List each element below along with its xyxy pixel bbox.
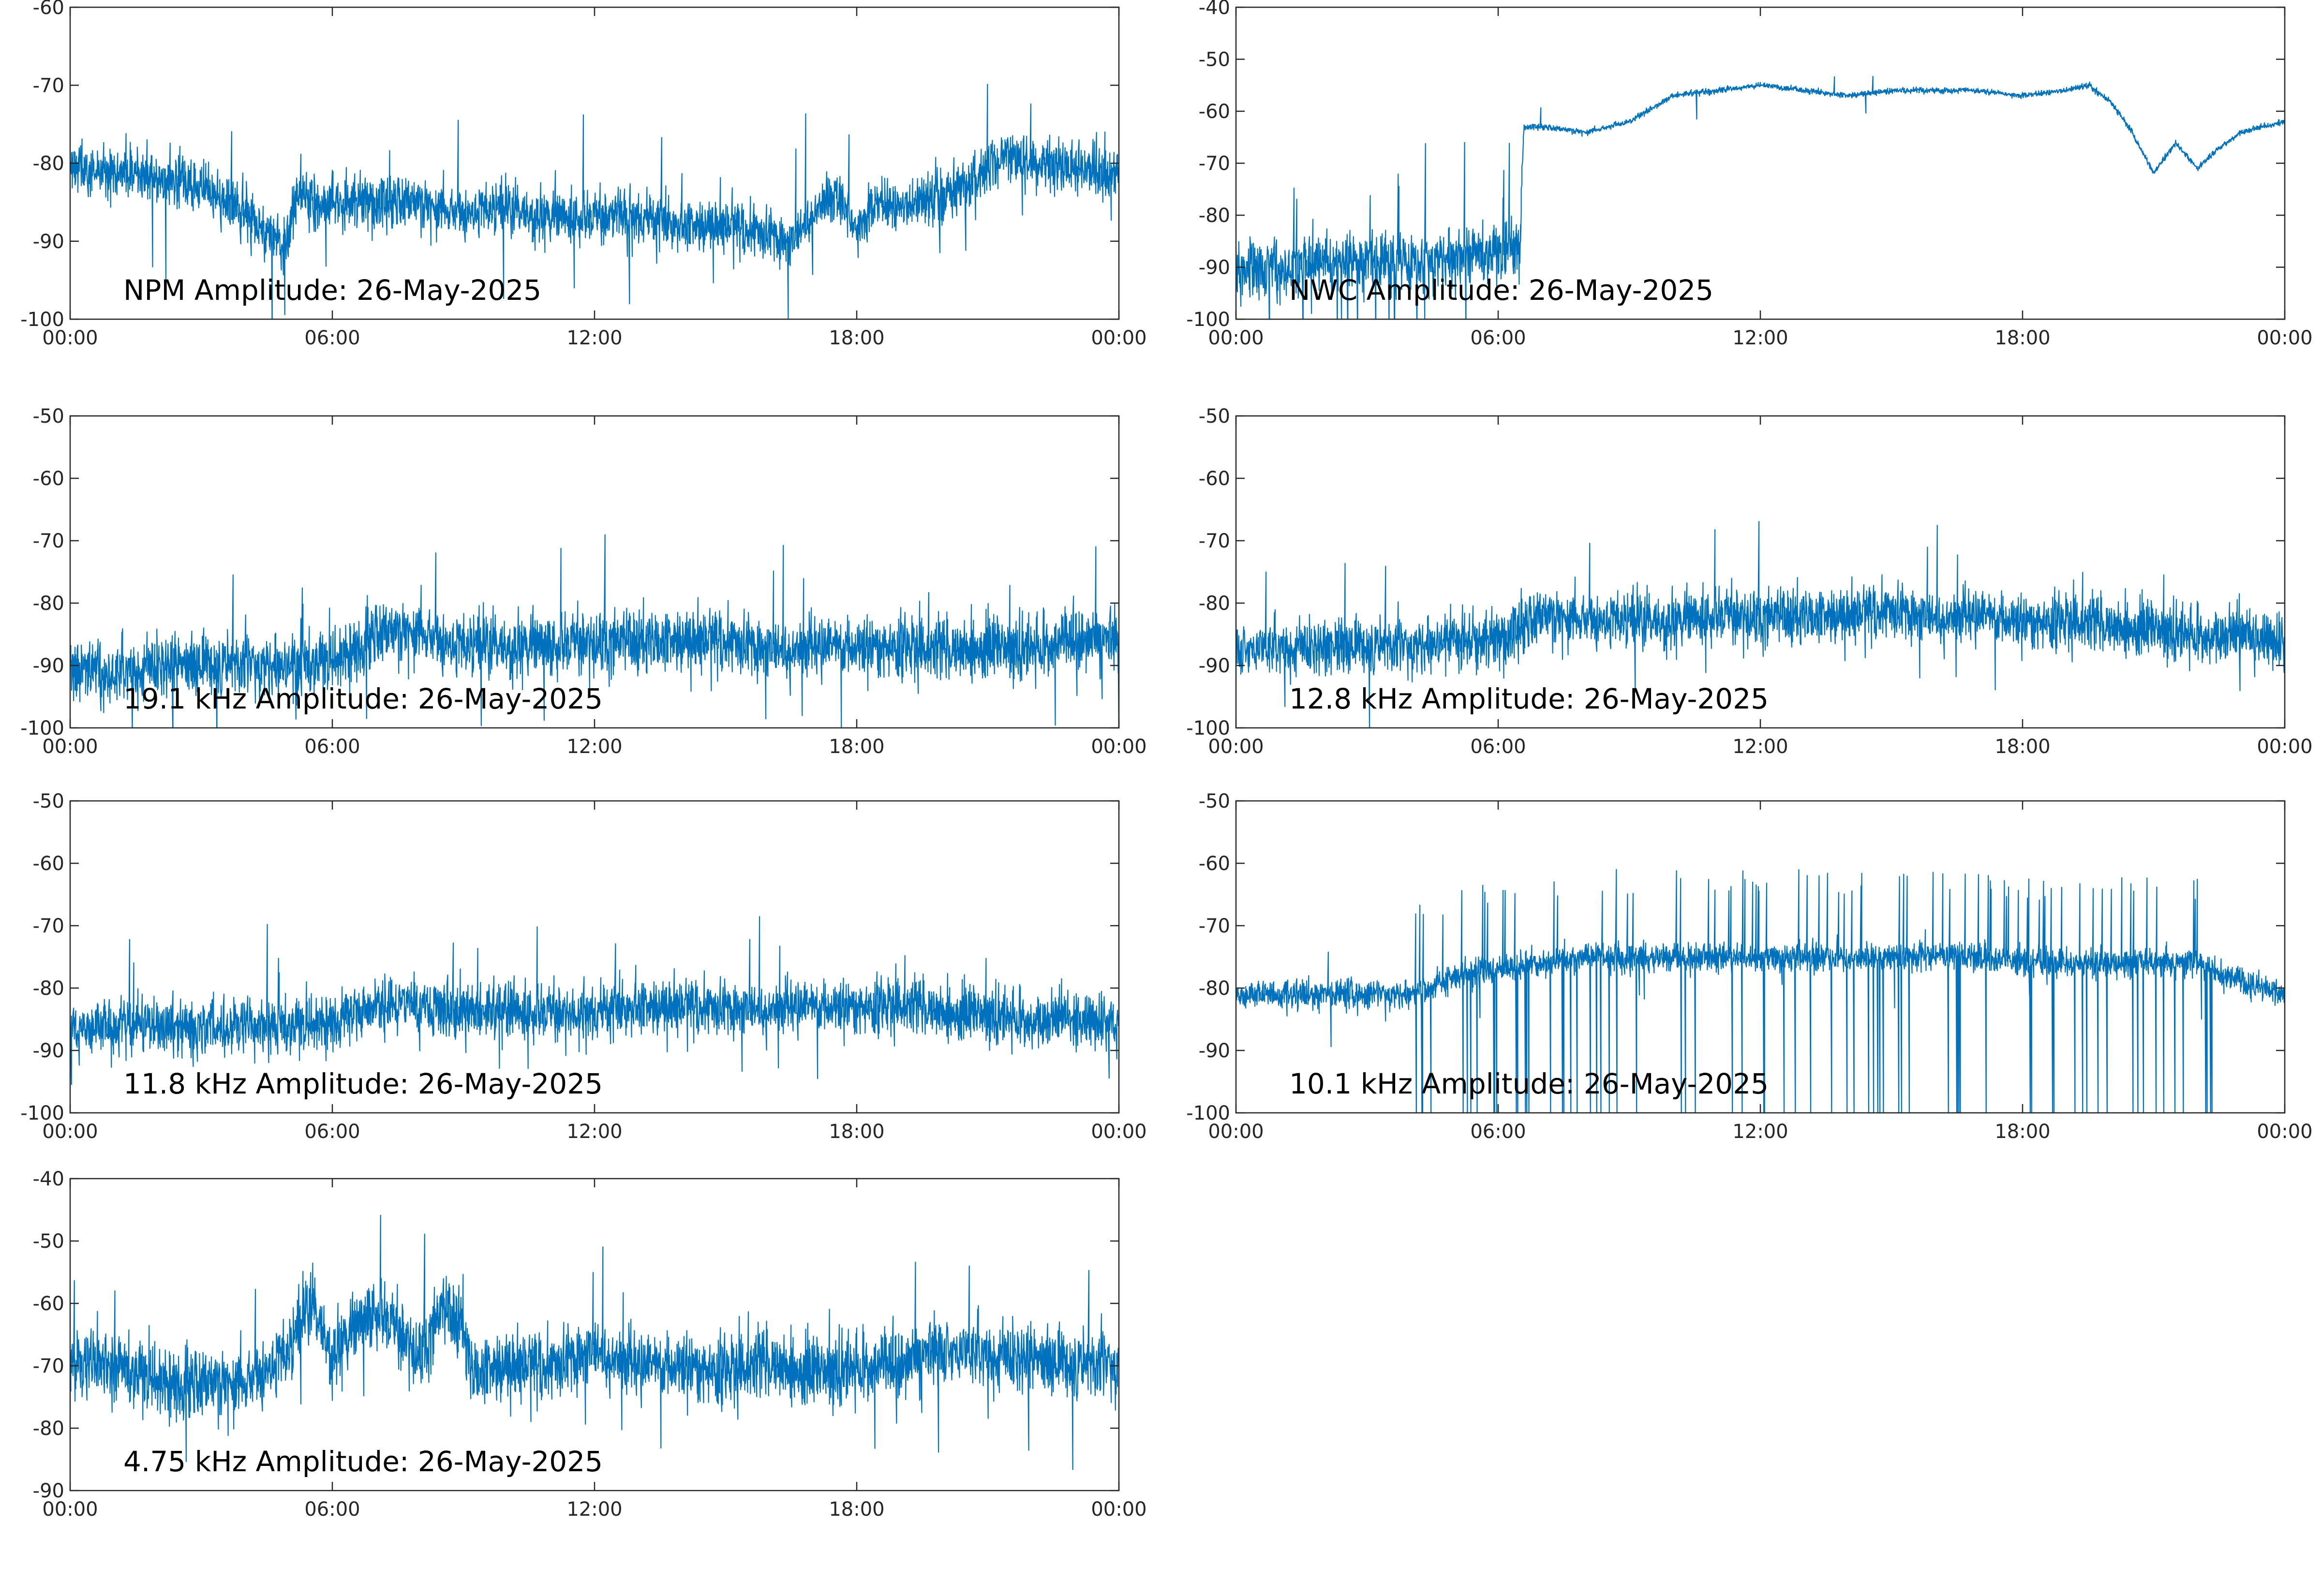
x-tick-label: 06:00	[304, 736, 360, 758]
y-tick-label: -100	[20, 717, 64, 739]
x-tick-label: 06:00	[304, 1498, 360, 1521]
x-tick-label: 18:00	[1995, 736, 2050, 758]
y-tick-label: -90	[33, 231, 64, 253]
x-tick-label: 00:00	[42, 327, 98, 349]
y-tick-label: -70	[33, 915, 64, 937]
chart-title: 11.8 kHz Amplitude: 26-May-2025	[123, 1067, 603, 1100]
data-series-line	[1236, 75, 2285, 319]
chart-title: 19.1 kHz Amplitude: 26-May-2025	[123, 682, 603, 715]
y-tick-label: -90	[33, 655, 64, 677]
x-tick-label: 06:00	[1470, 1121, 1526, 1143]
y-tick-label: -80	[33, 977, 64, 1000]
y-tick-label: -90	[33, 1040, 64, 1062]
x-tick-label: 06:00	[1470, 736, 1526, 758]
y-tick-label: -80	[33, 1418, 64, 1440]
x-tick-label: 00:00	[1091, 327, 1146, 349]
y-tick-label: -60	[33, 1293, 64, 1315]
y-tick-label: -60	[33, 0, 64, 19]
x-tick-label: 12:00	[566, 736, 622, 758]
y-tick-label: -60	[1199, 468, 1230, 490]
x-tick-label: 06:00	[1470, 327, 1526, 349]
y-tick-label: -60	[1199, 101, 1230, 123]
data-series-line	[70, 84, 1119, 319]
x-tick-label: 12:00	[1732, 1121, 1788, 1143]
y-tick-label: -100	[20, 309, 64, 331]
y-tick-label: -70	[33, 530, 64, 552]
y-tick-label: -70	[33, 74, 64, 97]
x-tick-label: 00:00	[1208, 327, 1264, 349]
y-tick-label: -50	[33, 1230, 64, 1253]
x-tick-label: 00:00	[1208, 1121, 1264, 1143]
y-tick-label: -40	[1199, 0, 1230, 19]
y-tick-label: -100	[20, 1102, 64, 1124]
y-tick-label: -70	[33, 1355, 64, 1377]
y-tick-label: -50	[1199, 405, 1230, 428]
y-tick-label: -60	[33, 853, 64, 875]
x-tick-label: 00:00	[1091, 1498, 1146, 1521]
x-tick-label: 12:00	[566, 1498, 622, 1521]
x-tick-label: 18:00	[1995, 327, 2050, 349]
x-tick-label: 12:00	[1732, 736, 1788, 758]
y-tick-label: -90	[1199, 655, 1230, 677]
data-series-line	[70, 534, 1119, 728]
x-tick-label: 06:00	[304, 327, 360, 349]
chart-title: NPM Amplitude: 26-May-2025	[123, 274, 541, 307]
y-tick-label: -70	[1199, 915, 1230, 937]
y-tick-label: -90	[1199, 257, 1230, 279]
data-series-line	[70, 916, 1119, 1085]
x-tick-label: 00:00	[2257, 1121, 2312, 1143]
y-tick-label: -60	[33, 468, 64, 490]
x-tick-label: 18:00	[829, 736, 884, 758]
x-tick-label: 06:00	[304, 1121, 360, 1143]
chart-title: NWC Amplitude: 26-May-2025	[1289, 274, 1713, 307]
y-tick-label: -100	[1186, 1102, 1230, 1124]
x-tick-label: 18:00	[829, 327, 884, 349]
y-tick-label: -90	[1199, 1040, 1230, 1062]
chart-title: 4.75 kHz Amplitude: 26-May-2025	[123, 1445, 603, 1478]
y-tick-label: -80	[1199, 977, 1230, 1000]
y-tick-label: -70	[1199, 530, 1230, 552]
chart-title: 10.1 kHz Amplitude: 26-May-2025	[1289, 1067, 1769, 1100]
y-tick-label: -80	[33, 153, 64, 175]
y-tick-label: -100	[1186, 309, 1230, 331]
x-tick-label: 12:00	[1732, 327, 1788, 349]
x-tick-label: 12:00	[566, 327, 622, 349]
y-tick-label: -100	[1186, 717, 1230, 739]
y-tick-label: -50	[33, 790, 64, 813]
x-tick-label: 00:00	[42, 736, 98, 758]
y-tick-label: -50	[1199, 49, 1230, 71]
data-series-line	[1236, 521, 2285, 728]
x-tick-label: 18:00	[1995, 1121, 2050, 1143]
y-tick-label: -60	[1199, 853, 1230, 875]
y-tick-label: -70	[1199, 153, 1230, 175]
x-tick-label: 00:00	[2257, 736, 2312, 758]
y-tick-label: -80	[1199, 592, 1230, 615]
x-tick-label: 00:00	[1208, 736, 1264, 758]
y-tick-label: -90	[33, 1480, 64, 1502]
x-tick-label: 00:00	[2257, 327, 2312, 349]
x-tick-label: 00:00	[42, 1498, 98, 1521]
chart-title: 12.8 kHz Amplitude: 26-May-2025	[1289, 682, 1769, 715]
x-tick-label: 18:00	[829, 1121, 884, 1143]
x-tick-label: 00:00	[1091, 736, 1146, 758]
data-series-line	[70, 1214, 1119, 1470]
x-tick-label: 00:00	[42, 1121, 98, 1143]
y-tick-label: -80	[1199, 205, 1230, 227]
x-tick-label: 12:00	[566, 1121, 622, 1143]
y-tick-label: -50	[33, 405, 64, 428]
x-tick-label: 18:00	[829, 1498, 884, 1521]
y-tick-label: -40	[33, 1168, 64, 1190]
x-tick-label: 00:00	[1091, 1121, 1146, 1143]
y-tick-label: -80	[33, 592, 64, 615]
data-series-line	[1236, 869, 2285, 1113]
y-tick-label: -50	[1199, 790, 1230, 813]
